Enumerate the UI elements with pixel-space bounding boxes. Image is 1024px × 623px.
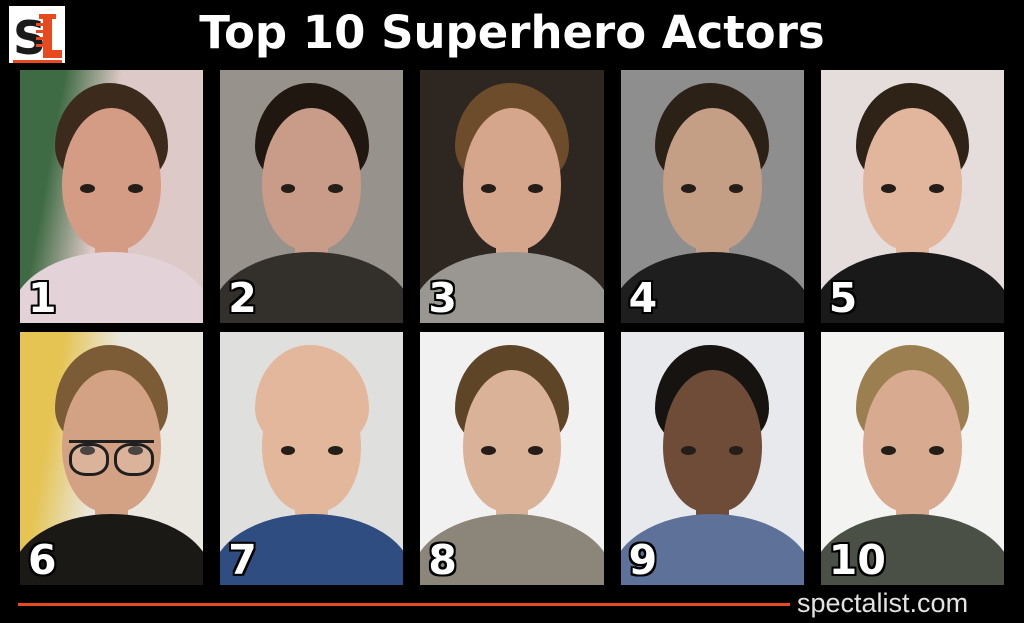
portrait-eye (280, 183, 296, 193)
portrait-face (462, 369, 562, 512)
rank-number: 7 (228, 536, 257, 584)
rank-number: 9 (628, 536, 658, 584)
photo-2-christian-bale: 2 (220, 70, 404, 323)
portrait-eye (328, 445, 343, 455)
photo-4-charlie-cox: 4 (620, 70, 804, 323)
ruler-tick (36, 37, 43, 40)
portrait-eye (80, 183, 96, 193)
rank-number: 5 (828, 274, 858, 322)
portrait-eye (328, 183, 343, 193)
portrait-face (862, 107, 962, 250)
portrait-face (662, 107, 762, 250)
portrait-eye (681, 445, 696, 455)
rank-number: 2 (228, 274, 257, 322)
rank-number: 10 (828, 536, 886, 584)
photo-1-christopher-reeve: 1 (20, 70, 204, 323)
portrait-eye (881, 183, 896, 193)
footer-divider-line (18, 603, 790, 606)
rank-number: 4 (628, 274, 658, 322)
photo-5-tom-holland: 5 (820, 70, 1004, 323)
portrait-eye (128, 183, 143, 193)
portrait-eye (728, 445, 744, 455)
portrait-eye (881, 445, 896, 455)
ruler-tick (36, 44, 43, 47)
portrait-face (462, 107, 562, 250)
portrait-eye (280, 445, 296, 455)
portrait-face (62, 107, 162, 250)
rank-number: 1 (28, 274, 57, 322)
portrait-eye (80, 445, 96, 455)
portrait-eye (928, 183, 944, 193)
portrait-eye (480, 445, 496, 455)
photo-9-wesley-snipes: 9 (620, 332, 804, 585)
photo-8-chris-evans: 8 (420, 332, 604, 585)
ruler-foot (43, 50, 62, 58)
portrait-face (262, 107, 362, 250)
portrait-face (662, 369, 762, 512)
portrait-eye (728, 183, 744, 193)
portrait-eye (128, 445, 143, 455)
portrait-face (862, 369, 962, 512)
photo-7-patrick-stewart: 7 (220, 332, 404, 585)
photo-10-edward-norton: 10 (820, 332, 1004, 585)
logo-underline (13, 60, 62, 63)
portrait-eye (528, 183, 544, 193)
actor-photo-grid: 1 2 3 (20, 70, 1004, 585)
photo-3-stephen-amell: 3 (420, 70, 604, 323)
portrait-eye (681, 183, 696, 193)
glasses-icon (69, 439, 154, 477)
rank-number: 3 (428, 274, 457, 322)
portrait-eye (528, 445, 544, 455)
site-url: spectalist.com (797, 588, 969, 618)
portrait-face (262, 369, 362, 512)
rank-number: 8 (428, 536, 457, 584)
portrait-eye (928, 445, 944, 455)
site-logo: S (9, 6, 65, 63)
ruler-tick (36, 23, 43, 26)
page-title: Top 10 Superhero Actors (199, 6, 825, 59)
ruler-tick (36, 30, 43, 33)
ruler-icon (43, 16, 52, 52)
rank-number: 6 (28, 536, 57, 584)
photo-6-robert-downey-jr: 6 (20, 332, 204, 585)
portrait-eye (480, 183, 496, 193)
